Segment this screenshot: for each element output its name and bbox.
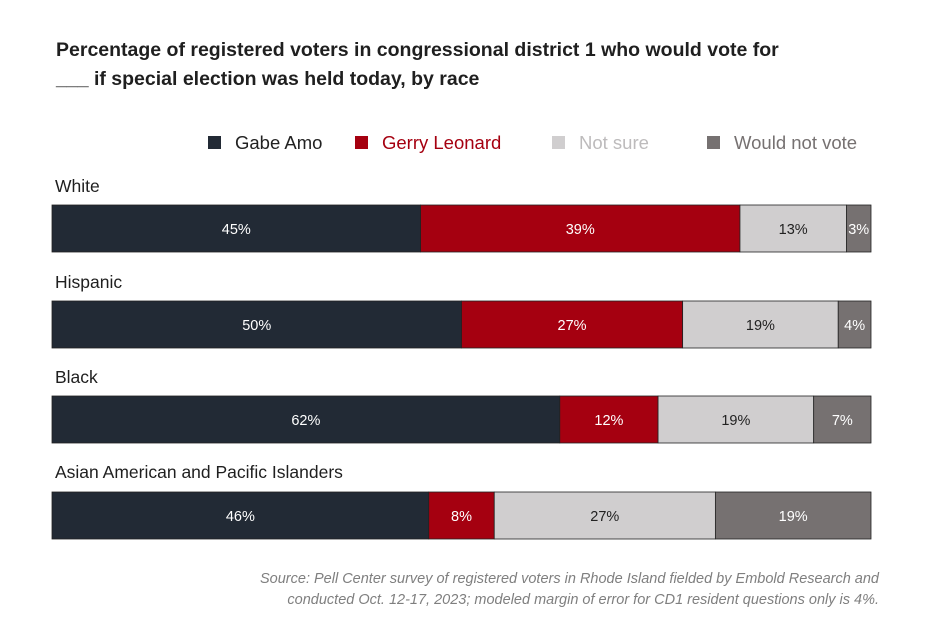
legend-label-not-sure: Not sure xyxy=(579,132,649,153)
bar-row-black: Black 62% 12% 19% 7% xyxy=(51,367,872,444)
category-label: Asian American and Pacific Islanders xyxy=(55,462,343,482)
data-label: 4% xyxy=(844,318,865,334)
data-label: 62% xyxy=(291,413,320,429)
data-label: 13% xyxy=(779,222,808,238)
legend-label-gabe-amo: Gabe Amo xyxy=(235,132,322,153)
category-label: Hispanic xyxy=(55,272,122,292)
bar-segment-would-not-vote xyxy=(837,300,872,349)
legend-label-would-not-vote: Would not vote xyxy=(734,132,857,153)
bar-segment-gerry-leonard xyxy=(428,491,495,540)
bar-segment-gerry-leonard xyxy=(461,300,684,349)
legend-swatch-not-sure xyxy=(552,136,565,149)
data-label: 19% xyxy=(779,509,808,525)
data-label: 19% xyxy=(721,413,750,429)
data-label: 27% xyxy=(558,318,587,334)
bar-segment-not-sure xyxy=(657,395,815,444)
bar-segment-would-not-vote xyxy=(813,395,872,444)
data-label: 45% xyxy=(222,222,251,238)
legend-label-gerry-leonard: Gerry Leonard xyxy=(382,132,501,153)
chart-title: Percentage of registered voters in congr… xyxy=(56,36,876,94)
category-label: Black xyxy=(55,367,98,387)
source-note-line-2: conducted Oct. 12-17, 2023; modeled marg… xyxy=(287,592,879,608)
bar-segment-not-sure xyxy=(739,204,847,253)
chart-legend: Gabe Amo Gerry Leonard Not sure Would not v… xyxy=(208,132,857,153)
data-label: 7% xyxy=(832,413,853,429)
data-label: 12% xyxy=(594,413,623,429)
bar-row-hispanic: Hispanic 50% 27% 19% 4% xyxy=(51,272,872,349)
data-label: 8% xyxy=(451,509,472,525)
data-label: 19% xyxy=(746,318,775,334)
data-label: 3% xyxy=(848,222,869,238)
data-label: 50% xyxy=(242,318,271,334)
legend-swatch-gerry-leonard xyxy=(355,136,368,149)
legend-swatch-would-not-vote xyxy=(707,136,720,149)
bar-segment-gabe-amo xyxy=(51,204,421,253)
chart-bars: White 45% 39% 13% 3% Hispanic 50% 27% 19% 4% Black… xyxy=(51,176,872,540)
bar-row-white: White 45% 39% 13% 3% xyxy=(51,176,872,253)
stacked-bar-chart: Gabe Amo Gerry Leonard Not sure Would not v… xyxy=(51,132,872,540)
data-label: 27% xyxy=(590,509,619,525)
chart-title-line-1: Percentage of registered voters in congr… xyxy=(56,39,779,61)
bar-row-asian-american-and-pacific-islanders: Asian American and Pacific Islanders 46% 8… xyxy=(51,462,872,540)
legend-swatch-gabe-amo xyxy=(208,136,221,149)
source-note: Source: Pell Center survey of registered… xyxy=(119,569,879,611)
bar-segment-not-sure xyxy=(493,491,716,540)
bar-segment-gabe-amo xyxy=(51,491,430,540)
bar-segment-would-not-vote xyxy=(846,204,872,253)
source-note-line-1: Source: Pell Center survey of registered… xyxy=(260,571,879,587)
bar-segment-gabe-amo xyxy=(51,300,462,349)
bar-segment-would-not-vote xyxy=(714,491,872,540)
bar-segment-not-sure xyxy=(682,300,839,349)
data-label: 46% xyxy=(226,509,255,525)
chart-title-line-2: ___ if special election was held today, … xyxy=(56,68,480,90)
data-label: 39% xyxy=(566,222,595,238)
category-label: White xyxy=(55,176,100,196)
bar-segment-gabe-amo xyxy=(51,395,561,444)
